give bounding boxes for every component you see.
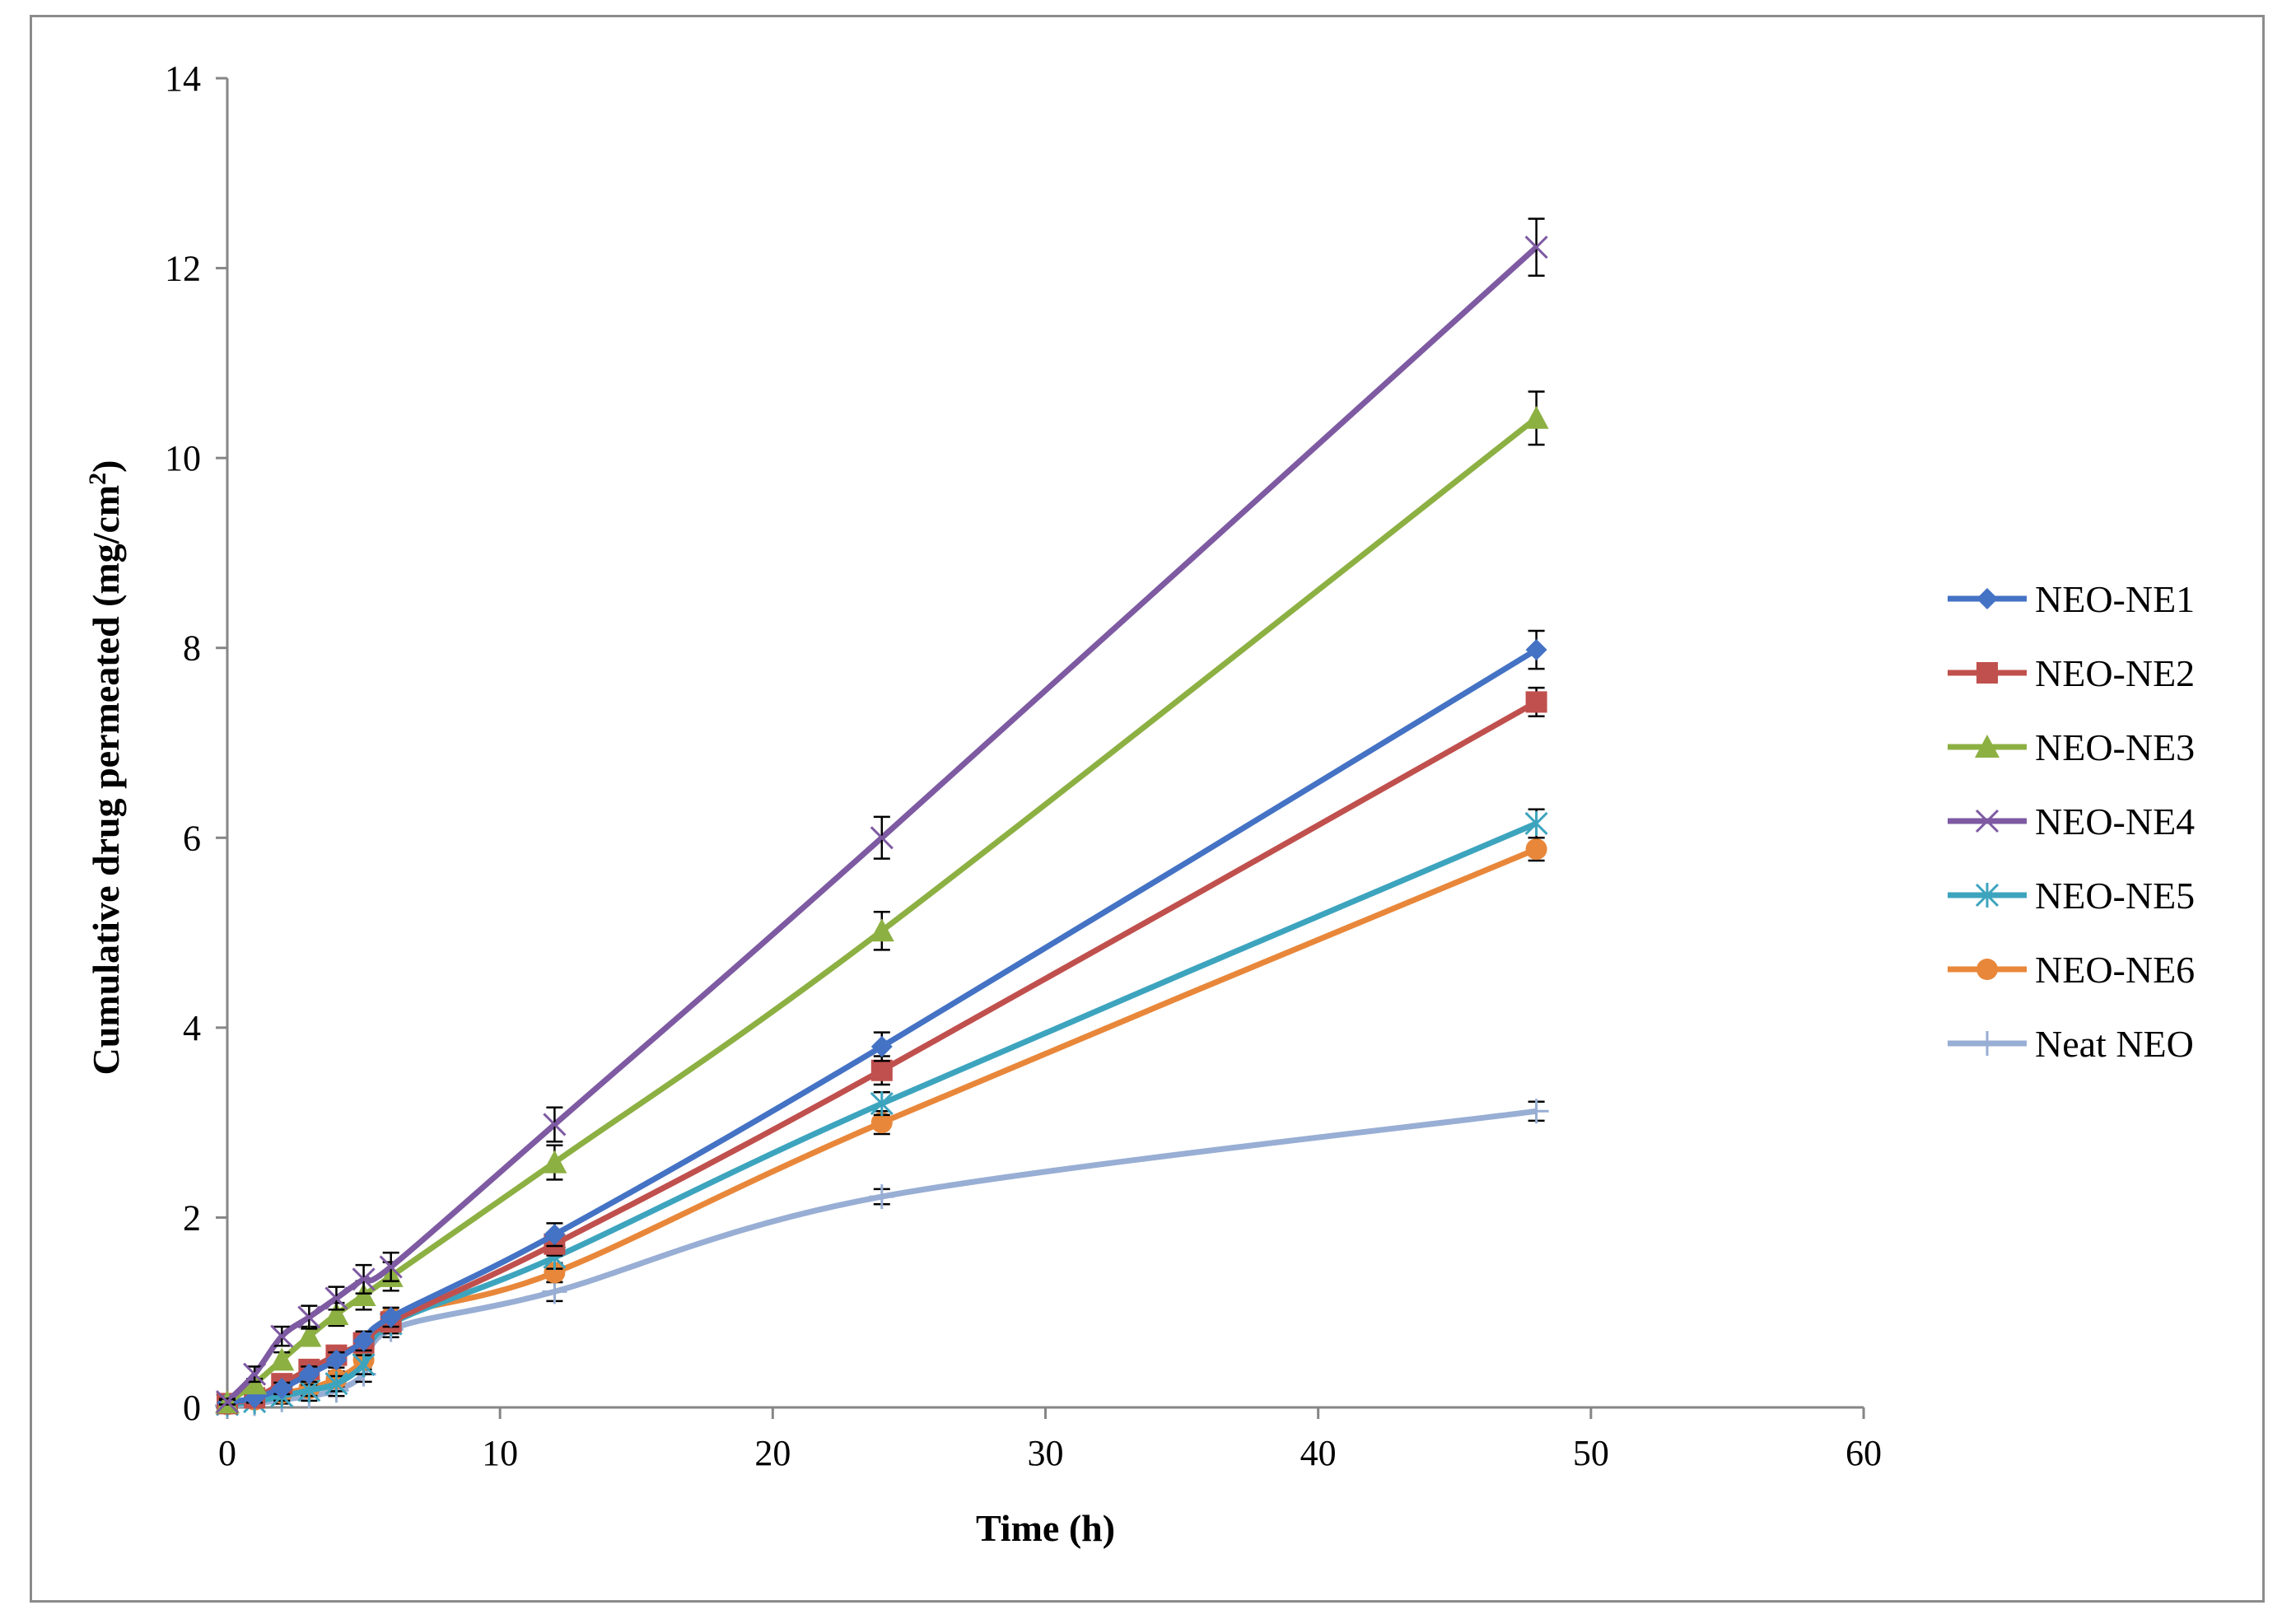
- data-point: [543, 1113, 567, 1136]
- series-neo-ne5: [215, 808, 1548, 1417]
- legend-label: Neat NEO: [2035, 1023, 2194, 1065]
- x-axis-title: Time (h): [976, 1507, 1115, 1549]
- y-axis-title-end: ): [85, 460, 127, 472]
- data-point: [380, 1306, 402, 1328]
- x-tick-label: 20: [754, 1433, 791, 1473]
- y-axis-title-superscript: 2: [84, 473, 111, 485]
- data-point: [351, 1282, 376, 1306]
- data-point: [1975, 809, 2000, 833]
- data-point: [1525, 691, 1547, 713]
- data-point: [1976, 588, 1998, 609]
- data-point: [324, 1302, 349, 1326]
- data-point: [870, 1035, 893, 1057]
- legend-label: NEO-NE3: [2035, 726, 2195, 768]
- series-line: [226, 415, 1538, 1406]
- data-point: [870, 826, 894, 850]
- data-point: [1525, 639, 1547, 661]
- y-tick-label: 2: [183, 1197, 201, 1238]
- legend-label: NEO-NE6: [2035, 949, 2195, 991]
- data-point: [352, 1330, 375, 1352]
- data-point: [1975, 883, 2000, 908]
- data-point: [869, 1184, 894, 1210]
- legend-label: NEO-NE5: [2035, 875, 2195, 917]
- series-line: [226, 647, 1538, 1406]
- series-neo-ne1: [217, 629, 1547, 1414]
- data-point: [352, 1267, 376, 1291]
- chart-frame: 0 10 20 30 40 50 60 0 2 4 6 8 10 12 14 Time (h) Cumula…: [30, 15, 2265, 1603]
- data-point: [869, 918, 894, 942]
- y-tick-label: 8: [183, 628, 201, 669]
- legend-item-neo-ne5: NEO-NE5: [1948, 875, 2195, 917]
- data-point: [870, 1059, 893, 1081]
- data-point: [215, 1390, 240, 1414]
- x-tick-label: 10: [482, 1433, 518, 1473]
- legend: NEO-NE1 NEO-NE2 NEO-NE3 NEO-NE4 NEO-NE5 NEO-N…: [1948, 578, 2195, 1065]
- data-point: [1975, 735, 2000, 758]
- axes: 0 10 20 30 40 50 60 0 2 4 6 8 10 12 14: [165, 58, 1882, 1473]
- y-tick-label: 0: [183, 1388, 201, 1428]
- y-tick-label: 6: [183, 818, 201, 858]
- x-tick-label: 50: [1573, 1433, 1609, 1473]
- data-point: [352, 1352, 376, 1378]
- data-point: [1976, 662, 1998, 684]
- data-point: [243, 1362, 267, 1386]
- legend-item-neo-ne1: NEO-NE1: [1948, 578, 2195, 620]
- data-point: [379, 1255, 403, 1279]
- legend-item-neat-neo: Neat NEO: [1948, 1023, 2194, 1065]
- legend-label: NEO-NE1: [2035, 578, 2195, 620]
- y-axis-title: Cumulative drug permeated (mg/cm2): [84, 460, 127, 1075]
- data-point: [542, 1279, 567, 1304]
- legend-item-neo-ne4: NEO-NE4: [1948, 800, 2195, 842]
- line-chart: 0 10 20 30 40 50 60 0 2 4 6 8 10 12 14 Time (h) Cumula…: [84, 58, 2195, 1549]
- series-layer: [215, 217, 1549, 1418]
- data-point: [270, 1324, 294, 1348]
- y-tick-label: 12: [165, 249, 201, 289]
- data-point: [1975, 1031, 2000, 1056]
- data-point: [296, 1323, 322, 1347]
- legend-label: NEO-NE4: [2035, 800, 2195, 842]
- data-point: [242, 1371, 268, 1395]
- data-point: [324, 1286, 348, 1310]
- legend-item-neo-ne3: NEO-NE3: [1948, 726, 2195, 768]
- legend-item-neo-ne2: NEO-NE2: [1948, 652, 2195, 694]
- x-tick-label: 60: [1846, 1433, 1882, 1473]
- data-point: [324, 1371, 348, 1397]
- data-point: [325, 1349, 348, 1371]
- y-axis-title-main: Cumulative drug permeated (mg/cm: [85, 485, 127, 1076]
- series-line: [226, 1108, 1538, 1409]
- x-tick-label: 40: [1300, 1433, 1337, 1473]
- y-tick-label: 10: [165, 438, 201, 478]
- legend-item-neo-ne6: NEO-NE6: [1948, 949, 2195, 991]
- data-point: [870, 1091, 894, 1117]
- data-point: [1524, 405, 1549, 429]
- data-point: [544, 1262, 566, 1284]
- series-neo-ne4: [215, 217, 1548, 1414]
- data-point: [542, 1150, 567, 1174]
- data-point: [1976, 959, 1998, 980]
- data-point: [271, 1377, 293, 1399]
- data-point: [297, 1305, 321, 1329]
- data-point: [1524, 810, 1548, 836]
- x-tick-label: 30: [1028, 1433, 1064, 1473]
- data-point: [298, 1363, 320, 1385]
- data-point: [544, 1224, 566, 1246]
- data-point: [1524, 1099, 1549, 1124]
- y-tick-label: 14: [165, 58, 201, 99]
- data-point: [1524, 236, 1548, 259]
- data-point: [269, 1347, 295, 1371]
- y-tick-label: 4: [183, 1008, 201, 1048]
- x-tick-label: 0: [218, 1433, 236, 1473]
- data-point: [1525, 838, 1547, 861]
- legend-label: NEO-NE2: [2035, 652, 2195, 694]
- data-point: [870, 1112, 893, 1134]
